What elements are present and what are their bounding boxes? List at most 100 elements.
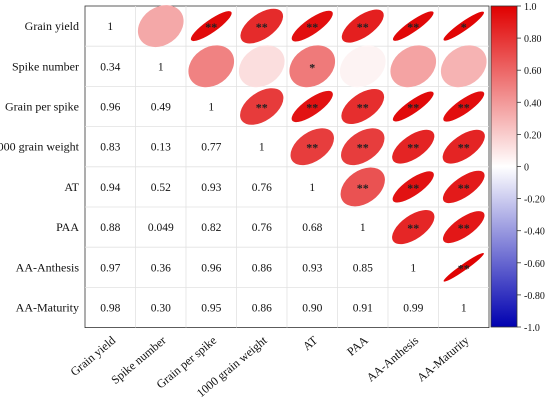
correlation-value-label: 1	[410, 262, 416, 274]
correlation-value-label: 0.97	[100, 262, 120, 274]
correlation-value-label: 0.99	[403, 303, 423, 315]
correlation-value-label: 0.93	[201, 182, 221, 194]
correlation-value-label: 0.82	[201, 222, 221, 234]
correlation-ellipse	[240, 88, 284, 125]
correlation-ellipse	[390, 45, 437, 88]
correlation-value-label: 1	[360, 222, 366, 234]
correlation-ellipse	[290, 128, 334, 166]
correlation-ellipse	[392, 11, 434, 41]
correlation-ellipse	[188, 45, 235, 88]
correlation-ellipse	[443, 91, 485, 122]
colorbar-tick-label: 0.40	[524, 98, 542, 109]
significance-marker: *	[461, 20, 467, 34]
correlation-value-label: 0.96	[201, 262, 221, 274]
correlation-value-label: 0.52	[151, 182, 171, 194]
significance-marker: **	[205, 20, 217, 34]
column-label: AA-Anthesis	[364, 333, 422, 385]
significance-marker: **	[407, 101, 419, 115]
correlation-value-label: 0.049	[148, 222, 174, 234]
correlation-ellipse	[341, 9, 384, 43]
correlation-ellipse	[392, 171, 434, 203]
correlation-value-label: 0.91	[353, 303, 373, 315]
correlation-value-label: 1	[158, 61, 164, 73]
colorbar-tick-label: -0.40	[524, 227, 545, 238]
row-label: Grain yield	[25, 19, 79, 33]
correlation-value-label: 1	[309, 182, 315, 194]
significance-marker: **	[458, 261, 470, 275]
significance-marker: **	[407, 20, 419, 34]
correlation-value-label: 0.98	[100, 303, 120, 315]
correlation-ellipse	[392, 91, 434, 122]
matrix-cells: 1 ** ** ** ** ** *0.34 1 *0.96 0.49 1 ** ** ** ** **0.8…	[100, 5, 487, 315]
correlation-ellipse	[340, 167, 385, 207]
correlation-ellipse	[339, 45, 386, 88]
correlation-value-label: 0.90	[302, 303, 322, 315]
significance-marker: **	[357, 181, 369, 195]
row-label: AT	[64, 180, 79, 194]
column-label: Grain yield	[68, 333, 119, 379]
correlation-value-label: 0.49	[151, 102, 171, 114]
row-label: PAA	[56, 220, 79, 234]
correlation-value-label: 0.83	[100, 142, 120, 154]
correlation-value-label: 0.30	[151, 303, 171, 315]
row-label: AA-Anthesis	[16, 260, 80, 274]
row-label: 1000 grain weight	[0, 140, 80, 154]
correlation-value-label: 1	[107, 21, 113, 33]
significance-marker: **	[357, 20, 369, 34]
colorbar-tick-label: 0.80	[524, 34, 542, 45]
correlation-ellipse	[289, 45, 336, 88]
colorbar: 1.0 0.80 0.60 0.40 0.20 0 -0.20 -0.40 -0.60 -0.80…	[490, 2, 545, 334]
colorbar-tick-label: 0	[524, 163, 529, 174]
correlation-ellipse	[291, 90, 333, 123]
correlation-ellipse	[392, 210, 435, 245]
matrix-grid	[84, 5, 490, 329]
significance-marker: **	[458, 141, 470, 155]
correlation-value-label: 0.86	[252, 262, 272, 274]
correlation-value-label: 1	[461, 303, 467, 315]
correlation-ellipse	[190, 11, 232, 42]
significance-marker: **	[357, 101, 369, 115]
correlation-value-label: 1	[259, 142, 265, 154]
colorbar-tick-label: 1.0	[524, 2, 537, 13]
correlation-value-label: 0.13	[151, 142, 171, 154]
row-label: AA-Maturity	[16, 301, 79, 315]
correlation-value-label: 0.94	[100, 182, 120, 194]
correlation-value-label: 0.95	[201, 303, 221, 315]
significance-marker: **	[458, 101, 470, 115]
correlation-value-label: 0.88	[100, 222, 120, 234]
correlation-ellipse	[442, 129, 485, 164]
correlation-value-label: 0.85	[353, 262, 373, 274]
correlation-value-label: 0.36	[151, 262, 171, 274]
correlation-value-label: 0.76	[252, 182, 272, 194]
correlation-ellipse	[440, 45, 487, 88]
significance-marker: **	[407, 181, 419, 195]
significance-marker: **	[458, 221, 470, 235]
colorbar-tick-label: -1.0	[524, 323, 540, 334]
correlation-value-label: 1	[208, 102, 214, 114]
significance-marker: **	[306, 141, 318, 155]
correlation-ellipse	[443, 11, 484, 41]
significance-marker: **	[407, 221, 419, 235]
correlation-ellipse	[240, 8, 284, 44]
significance-marker: **	[407, 141, 419, 155]
correlation-ellipse	[341, 128, 385, 166]
correlation-value-label: 0.77	[201, 142, 221, 154]
correlation-ellipse	[137, 5, 184, 48]
significance-marker: **	[256, 20, 268, 34]
colorbar-tick-label: -0.20	[524, 195, 545, 206]
row-label: Grain per spike	[5, 100, 79, 114]
significance-marker: **	[458, 181, 470, 195]
colorbar-gradient	[490, 5, 518, 328]
correlation-ellipse	[392, 129, 435, 164]
correlation-ellipse	[442, 211, 485, 244]
correlation-value-label: 0.96	[100, 102, 120, 114]
significance-marker: **	[256, 101, 268, 115]
correlation-ellipse	[442, 170, 485, 204]
correlation-value-label: 0.68	[302, 222, 322, 234]
colorbar-tick-label: -0.60	[524, 259, 545, 270]
column-label: AT	[300, 333, 321, 354]
significance-marker: **	[306, 101, 318, 115]
correlation-value-label: 0.93	[302, 262, 322, 274]
